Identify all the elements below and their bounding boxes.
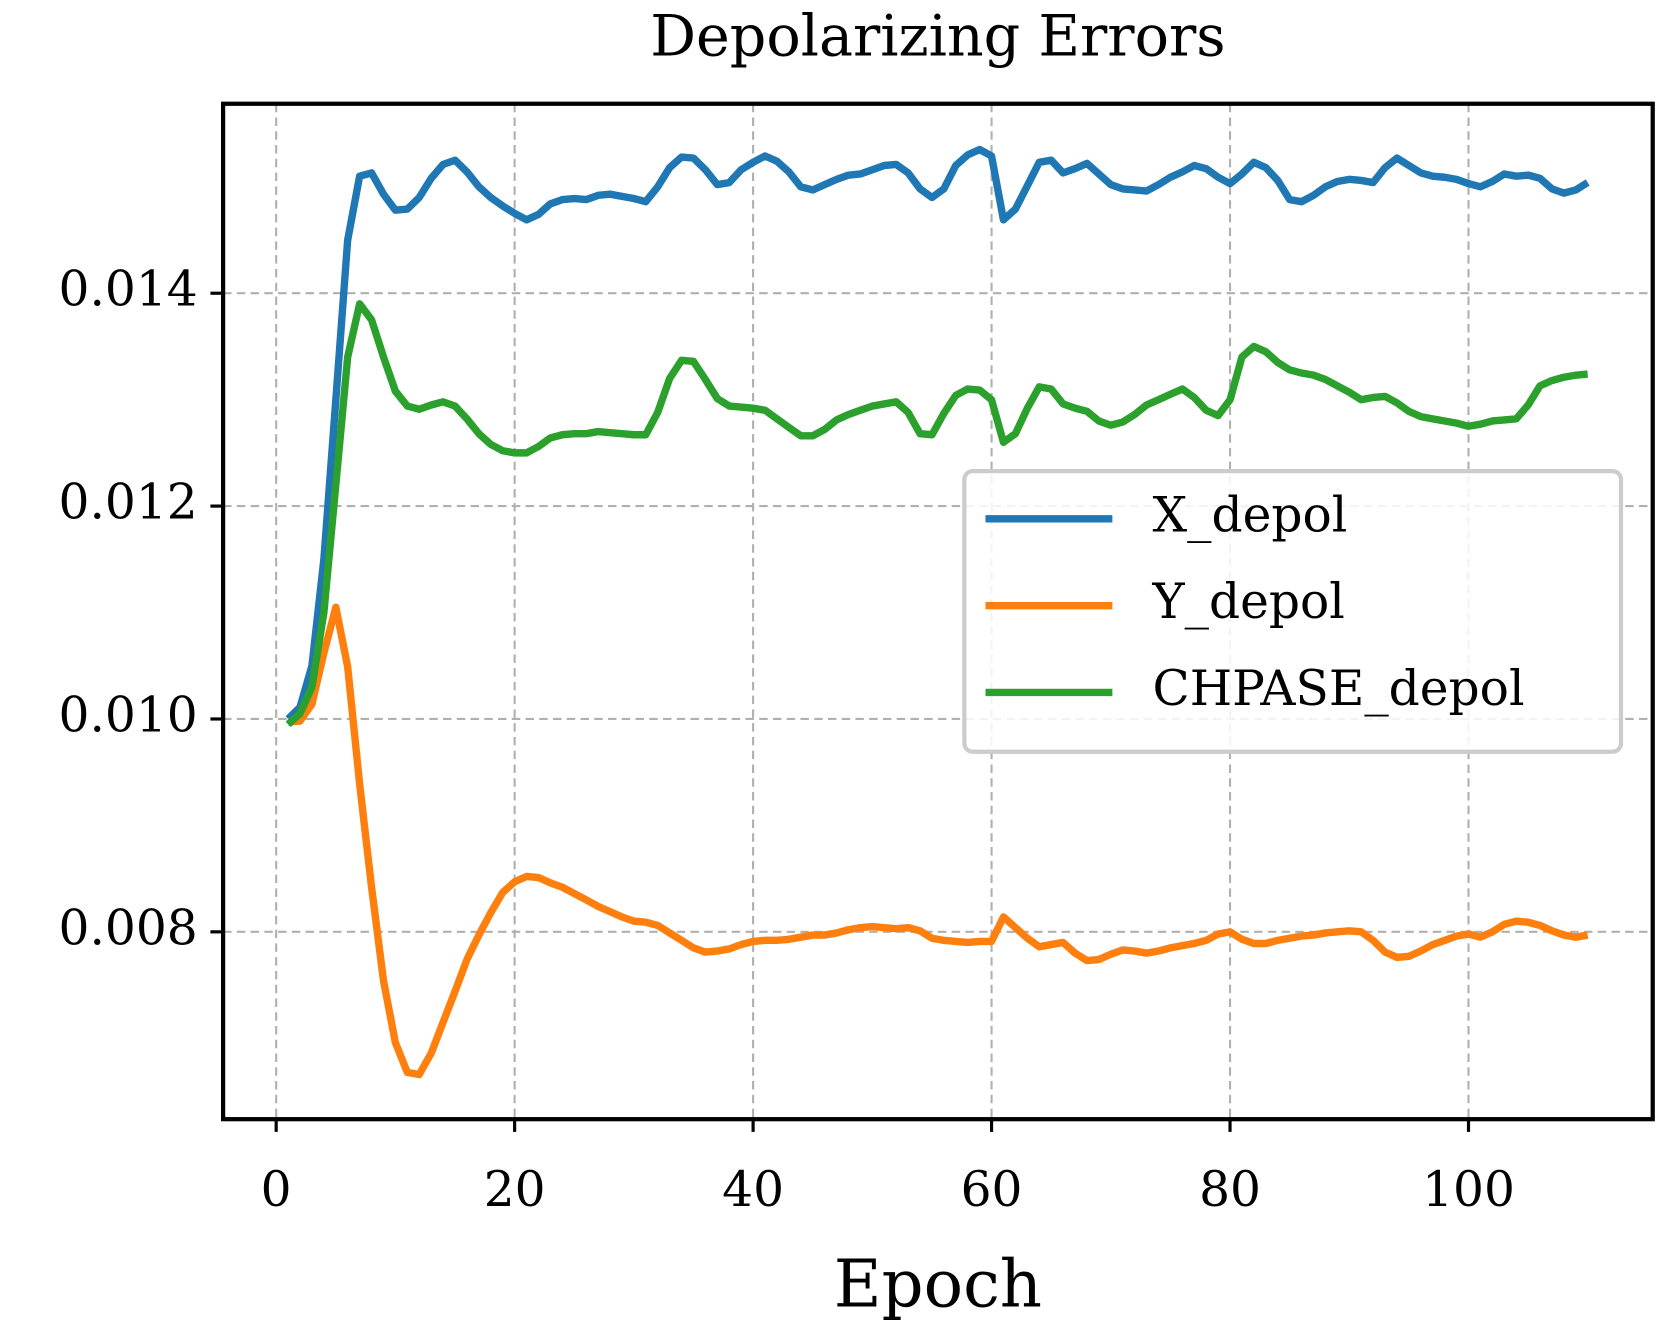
- plot-frame: [220, 101, 1655, 1122]
- series-line: [285, 300, 1589, 728]
- x-tick-label: 0: [261, 1162, 292, 1218]
- legend-box: [962, 469, 1624, 754]
- chart-title: Depolarizing Errors: [650, 3, 1225, 69]
- y-tick-label: 0.012: [59, 475, 198, 531]
- legend-label: CHPASE_depol: [1153, 661, 1525, 717]
- y-tick-label: 0.008: [59, 900, 198, 956]
- x-tick-label: 20: [484, 1162, 546, 1218]
- x-tick-label: 80: [1199, 1162, 1261, 1218]
- x-tick-label: 100: [1422, 1162, 1515, 1218]
- y-tick-label: 0.014: [59, 262, 198, 318]
- series-line: [285, 145, 1590, 722]
- x-tick-label: 60: [961, 1162, 1023, 1218]
- legend-label: Y_depol: [1152, 574, 1345, 630]
- series-line: [287, 603, 1589, 1079]
- x-axis-label: Epoch: [834, 1247, 1042, 1323]
- legend-label: X_depol: [1153, 487, 1348, 543]
- y-tick-label: 0.010: [59, 687, 198, 743]
- x-tick-label: 40: [722, 1162, 784, 1218]
